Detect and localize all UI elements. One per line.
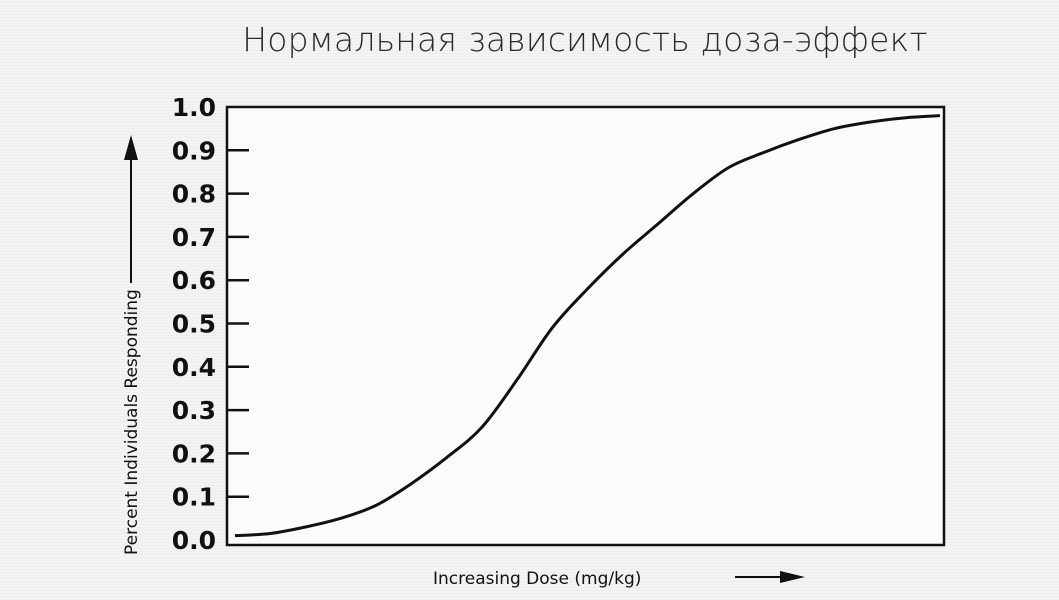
y-tick-label: 0.5: [172, 310, 216, 339]
y-tick-label: 0.9: [172, 136, 216, 165]
y-tick-label: 0.4: [172, 353, 216, 382]
y-tick-label: 0.8: [172, 180, 216, 209]
y-axis-arrow-icon: [124, 135, 138, 160]
y-tick-label: 0.2: [172, 439, 216, 468]
x-axis-title: Increasing Dose (mg/kg): [433, 569, 641, 589]
y-tick-label: 1.0: [172, 93, 216, 122]
chart-title: Нормальная зависимость доза-эффект: [242, 20, 928, 59]
y-tick-label: 0.0: [172, 526, 216, 555]
y-tick-label: 0.3: [172, 396, 216, 425]
y-tick-label: 0.6: [172, 266, 216, 295]
y-axis-title: Percent Individuals Responding: [122, 289, 142, 555]
y-tick-label: 0.1: [172, 483, 216, 512]
x-axis-arrow-icon: [780, 571, 805, 583]
plot-frame: [225, 105, 946, 547]
y-tick-label: 0.7: [172, 223, 216, 252]
y-axis-label: Percent Individuals Responding: [122, 135, 142, 555]
dose-response-curve: [234, 114, 941, 538]
